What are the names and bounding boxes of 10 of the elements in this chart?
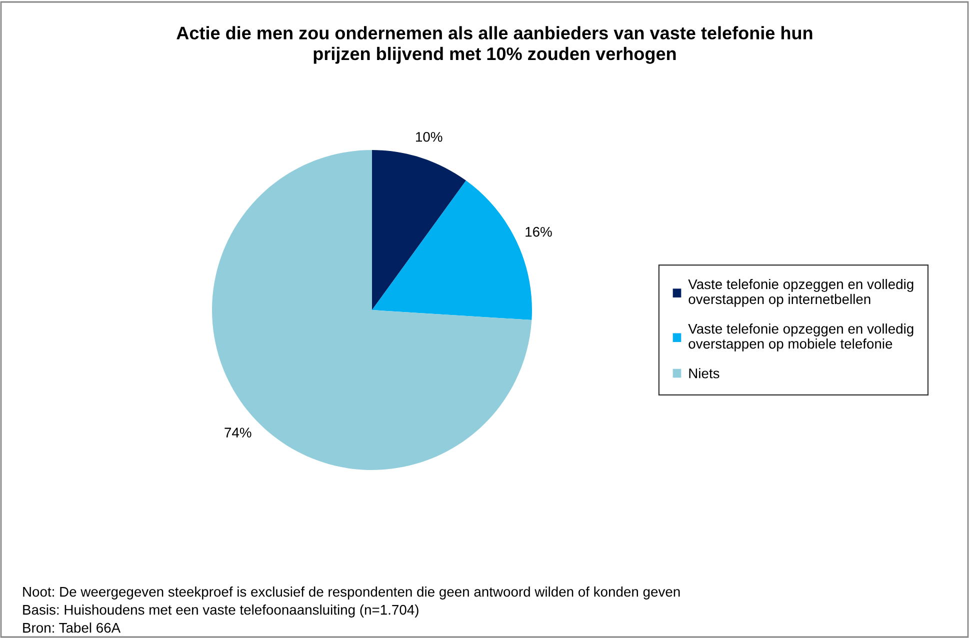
data-label: 74% [224,428,252,438]
legend-label: Vaste telefonie opzeggen en volledig overstappen op internetbellen [688,278,914,307]
data-label: 16% [526,226,552,237]
data-label: 10% [416,132,442,142]
legend-label: Vaste telefonie opzeggen en volledig overstappen op mobiele telefonie [688,324,914,352]
text: Bron: Tabel 66A [23,622,121,633]
legend-label: Niets [689,368,720,378]
chart-title: Actie die men zou ondernemen als alle aanbieders van vaste telefonie hun prijzen blijvend met 10% zouden verhogen [176,26,812,64]
text: Noot: De weergegeven steekproef is exclusief de respondenten die geen antwoord wilden of konden geven [23,586,680,600]
text: Basis: Huishoudens met een vaste telefoonaansluiting (n=1.704) [23,604,418,618]
